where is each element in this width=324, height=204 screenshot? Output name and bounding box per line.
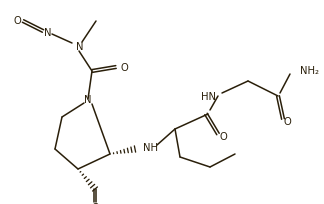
Text: O: O <box>120 63 128 73</box>
Text: NH₂: NH₂ <box>300 66 319 76</box>
Text: N: N <box>44 28 52 38</box>
Text: O: O <box>219 131 227 141</box>
Text: N: N <box>76 42 84 52</box>
Text: O: O <box>13 16 21 26</box>
Text: HN: HN <box>201 92 216 102</box>
Text: O: O <box>91 202 99 204</box>
Text: N: N <box>84 94 92 104</box>
Text: NH: NH <box>143 142 158 152</box>
Text: O: O <box>283 116 291 126</box>
